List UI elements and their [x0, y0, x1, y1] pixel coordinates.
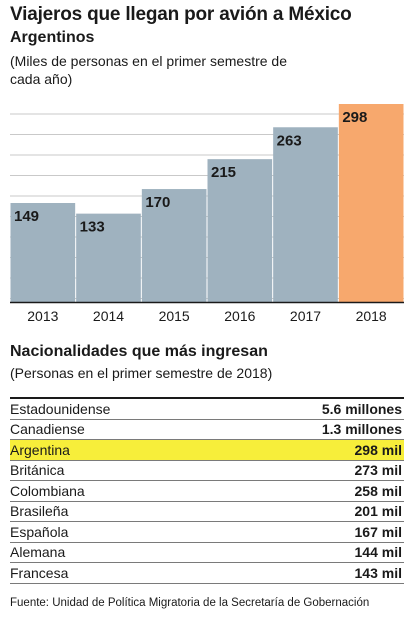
bar-2017 — [273, 127, 338, 302]
bar-2016 — [207, 159, 273, 302]
chart-title: Viajeros que llegan por avión a México — [10, 4, 352, 25]
nationalities-table: Estadounidense 5.6 millones Canadiense 1.3 … — [10, 397, 404, 584]
bar-2018 — [338, 104, 404, 302]
bar-value-label: 215 — [211, 164, 236, 181]
nationality-label: Alemana — [10, 544, 66, 561]
x-tick-label: 2013 — [27, 308, 58, 324]
bar-value-label: 149 — [14, 208, 39, 225]
chart-subtitle: Argentinos — [10, 29, 95, 46]
nationality-value: 273 mil — [354, 462, 402, 479]
nationality-label: Argentina — [10, 441, 70, 458]
nationality-label: Británica — [10, 462, 65, 479]
table-row: Francesa 143 mil — [10, 563, 404, 584]
bar-value-label: 133 — [80, 219, 105, 236]
x-tick-label: 2016 — [224, 308, 255, 324]
nationality-value: 167 mil — [354, 523, 402, 540]
table-row: Colombiana 258 mil — [10, 481, 404, 502]
table-row: Brasileña 201 mil — [10, 502, 404, 522]
nationalities-note: (Personas en el primer semestre de 2018) — [10, 365, 273, 381]
bar-2014 — [76, 213, 141, 302]
x-tick-label: 2017 — [290, 308, 321, 324]
bar-value-label: 263 — [277, 132, 302, 149]
nationality-value: 298 mil — [354, 441, 402, 458]
nationality-label: Estadounidense — [10, 400, 111, 417]
source-note: Fuente: Unidad de Política Migratoria de… — [10, 597, 370, 609]
nationality-value: 144 mil — [354, 544, 402, 561]
nationality-value: 201 mil — [354, 503, 402, 520]
bar-value-label: 170 — [145, 194, 170, 211]
nationality-label: Española — [10, 523, 69, 540]
table-row: Española 167 mil — [10, 522, 404, 543]
table-row: Alemana 144 mil — [10, 543, 404, 563]
x-tick-label: 2015 — [159, 308, 190, 324]
bar-2013 — [10, 203, 76, 302]
nationality-value: 1.3 millones — [321, 421, 402, 438]
bar-chart: 149 2013 133 2014 170 2015 215 2016 263 2017 298 20… — [10, 104, 404, 324]
table-row: Británica 273 mil — [10, 461, 404, 481]
nationality-label: Francesa — [10, 564, 69, 581]
nationality-value: 143 mil — [354, 564, 402, 581]
nationality-value: 5.6 millones — [321, 400, 402, 417]
table-row: Argentina 298 mil — [10, 440, 404, 461]
table-row: Canadiense 1.3 millones — [10, 420, 404, 440]
nationality-value: 258 mil — [354, 482, 402, 499]
bar-value-label: 298 — [342, 109, 367, 126]
table-row: Estadounidense 5.6 millones — [10, 399, 404, 420]
nationality-label: Brasileña — [10, 503, 69, 520]
x-tick-label: 2018 — [356, 308, 387, 324]
x-tick-label: 2014 — [93, 308, 124, 324]
bar-2015 — [141, 189, 207, 302]
nationality-label: Colombiana — [10, 482, 85, 499]
nationality-label: Canadiense — [10, 421, 85, 438]
chart-note: (Miles de personas en el primer semestre… — [10, 53, 288, 87]
nationalities-title: Nacionalidades que más ingresan — [10, 343, 268, 360]
